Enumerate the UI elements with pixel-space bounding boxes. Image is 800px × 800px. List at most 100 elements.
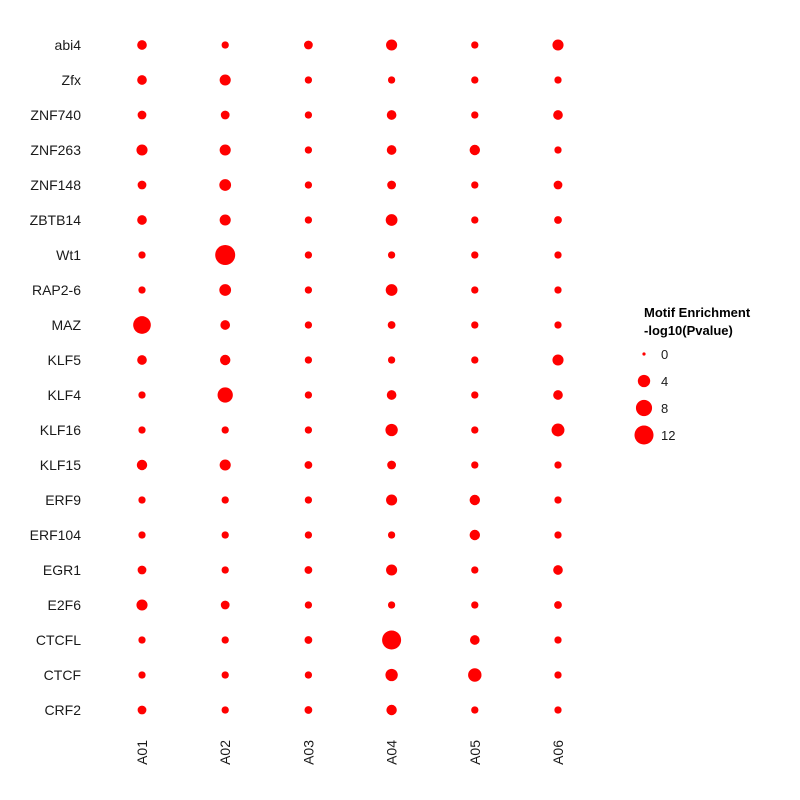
dot-point	[554, 601, 562, 609]
dot-point	[387, 76, 396, 84]
row-label: CTCFL	[36, 632, 81, 648]
dot-point	[304, 496, 313, 504]
dot-point	[219, 214, 231, 226]
dot-point	[386, 564, 398, 576]
dot-point	[553, 565, 563, 575]
column-label: A01	[134, 740, 150, 765]
dot-point	[220, 110, 230, 120]
dot-point	[221, 531, 229, 539]
dot-point	[136, 144, 148, 156]
dot-point	[471, 356, 479, 364]
dot-point	[386, 494, 398, 506]
dot-point	[386, 390, 397, 400]
dot-point	[387, 460, 396, 470]
row-label: E2F6	[48, 597, 82, 613]
dot-point	[219, 354, 231, 366]
row-label: Wt1	[56, 247, 81, 263]
legend-label: 0	[661, 347, 668, 362]
dot-point	[219, 284, 232, 296]
dot-point	[471, 601, 479, 609]
row-label: KLF16	[40, 422, 81, 438]
dot-point	[385, 423, 398, 437]
dot-point	[554, 76, 562, 84]
dot-point	[138, 426, 146, 434]
dot-point	[304, 706, 313, 714]
dot-point	[138, 531, 146, 539]
dot-point	[221, 636, 229, 644]
dot-point	[554, 251, 562, 259]
dot-point	[471, 181, 479, 189]
legend-label: 8	[661, 401, 668, 416]
dot-point	[469, 635, 480, 645]
dot-point	[385, 214, 398, 226]
dot-point	[221, 496, 229, 504]
dot-point	[138, 391, 146, 399]
dot-point	[386, 39, 398, 51]
dot-point	[221, 706, 229, 714]
row-label: ERF104	[30, 527, 82, 543]
dot-point	[471, 76, 479, 84]
dot-point	[387, 356, 396, 364]
dot-point	[304, 356, 313, 364]
dot-point	[304, 671, 313, 679]
row-label: KLF5	[48, 352, 82, 368]
dot-point	[137, 215, 147, 225]
dot-point	[133, 316, 151, 334]
column-label: A03	[300, 740, 316, 765]
dot-point	[137, 180, 147, 190]
dot-point	[304, 636, 313, 644]
dot-point	[387, 251, 396, 259]
column-label: A02	[217, 740, 233, 765]
row-label: CRF2	[44, 702, 81, 718]
dot-point	[386, 110, 397, 120]
legend-label: 12	[661, 428, 675, 443]
row-label: ERF9	[45, 492, 81, 508]
dot-point	[552, 39, 564, 51]
dot-point	[554, 636, 562, 644]
dot-point	[468, 668, 482, 682]
dot-point	[221, 566, 229, 574]
row-label: ZNF740	[30, 107, 81, 123]
dot-point	[385, 284, 398, 296]
dot-point	[554, 531, 562, 539]
column-label: A06	[550, 740, 566, 765]
dot-point	[554, 286, 562, 294]
row-label: KLF15	[40, 457, 81, 473]
dot-point	[554, 496, 562, 504]
dot-point	[304, 391, 313, 399]
dot-point	[386, 704, 397, 716]
dot-point	[304, 216, 313, 224]
dot-point	[471, 461, 479, 469]
dot-point	[304, 426, 313, 434]
dot-point	[553, 110, 563, 120]
dot-point	[382, 630, 402, 650]
dot-point	[221, 41, 229, 49]
dot-point	[137, 75, 147, 85]
row-label: ZNF148	[30, 177, 81, 193]
dots-layer	[133, 39, 565, 716]
row-label: ZBTB14	[30, 212, 82, 228]
dot-point	[387, 601, 396, 609]
dot-point	[304, 76, 313, 84]
dot-point	[138, 671, 146, 679]
dot-point	[219, 179, 232, 191]
dot-point	[137, 40, 147, 50]
row-label: ZNF263	[30, 142, 81, 158]
dot-point	[217, 387, 233, 403]
dot-point	[138, 251, 146, 259]
legend-title-line1: Motif Enrichment	[644, 305, 751, 320]
dot-point	[137, 565, 147, 575]
row-label: KLF4	[48, 387, 82, 403]
dot-point	[553, 390, 563, 400]
dot-point	[304, 286, 313, 294]
dot-point	[221, 671, 229, 679]
column-label: A04	[384, 740, 400, 765]
dot-point	[219, 144, 231, 156]
dot-point	[136, 599, 148, 611]
dot-point	[552, 354, 564, 366]
dot-point	[387, 531, 396, 539]
dot-point	[304, 531, 313, 539]
dot-point	[304, 251, 313, 259]
dot-point	[304, 181, 313, 189]
dot-point	[551, 423, 565, 437]
